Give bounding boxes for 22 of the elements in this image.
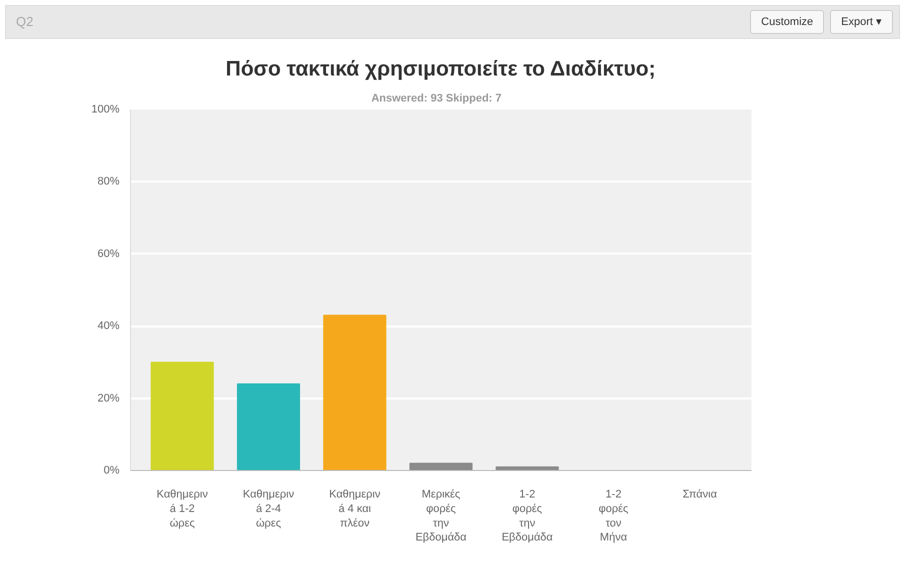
y-tick-label: 60% [97,248,120,260]
x-tick-label: Καθημεριν á 1-2 ώρες [156,488,208,530]
bar [409,462,473,470]
bar [150,362,214,470]
y-tick-label: 100% [91,104,120,116]
y-tick-label: 0% [104,464,120,476]
y-tick-label: 40% [97,320,120,332]
bar [236,383,300,470]
bar [323,314,386,470]
chart-subtitle: Answered: 93 Skipped: 7 [371,92,502,104]
x-tick-label: 1-2 φορές τον Μήνα [598,488,628,544]
chart-title: Πόσο τακτικά χρησιμοποιείτε το Διαδίκτυο; [226,58,656,80]
x-tick-label: 1-2 φορές την Εβδομάδα [502,488,554,544]
y-tick-label: 80% [97,176,120,188]
x-tick-label: Καθημεριν á 2-4 ώρες [242,488,295,530]
y-tick-label: 20% [97,392,120,404]
x-tick-label: Καθημεριν á 4 και πλέον [329,488,381,530]
text: Q2 [16,12,34,31]
x-tick-label: Μερικές φορές την Εβδομάδα [415,488,468,544]
text: Export ▾ [830,10,893,34]
x-tick-label: Σπάνια [682,488,718,500]
text: Customize [750,10,824,34]
